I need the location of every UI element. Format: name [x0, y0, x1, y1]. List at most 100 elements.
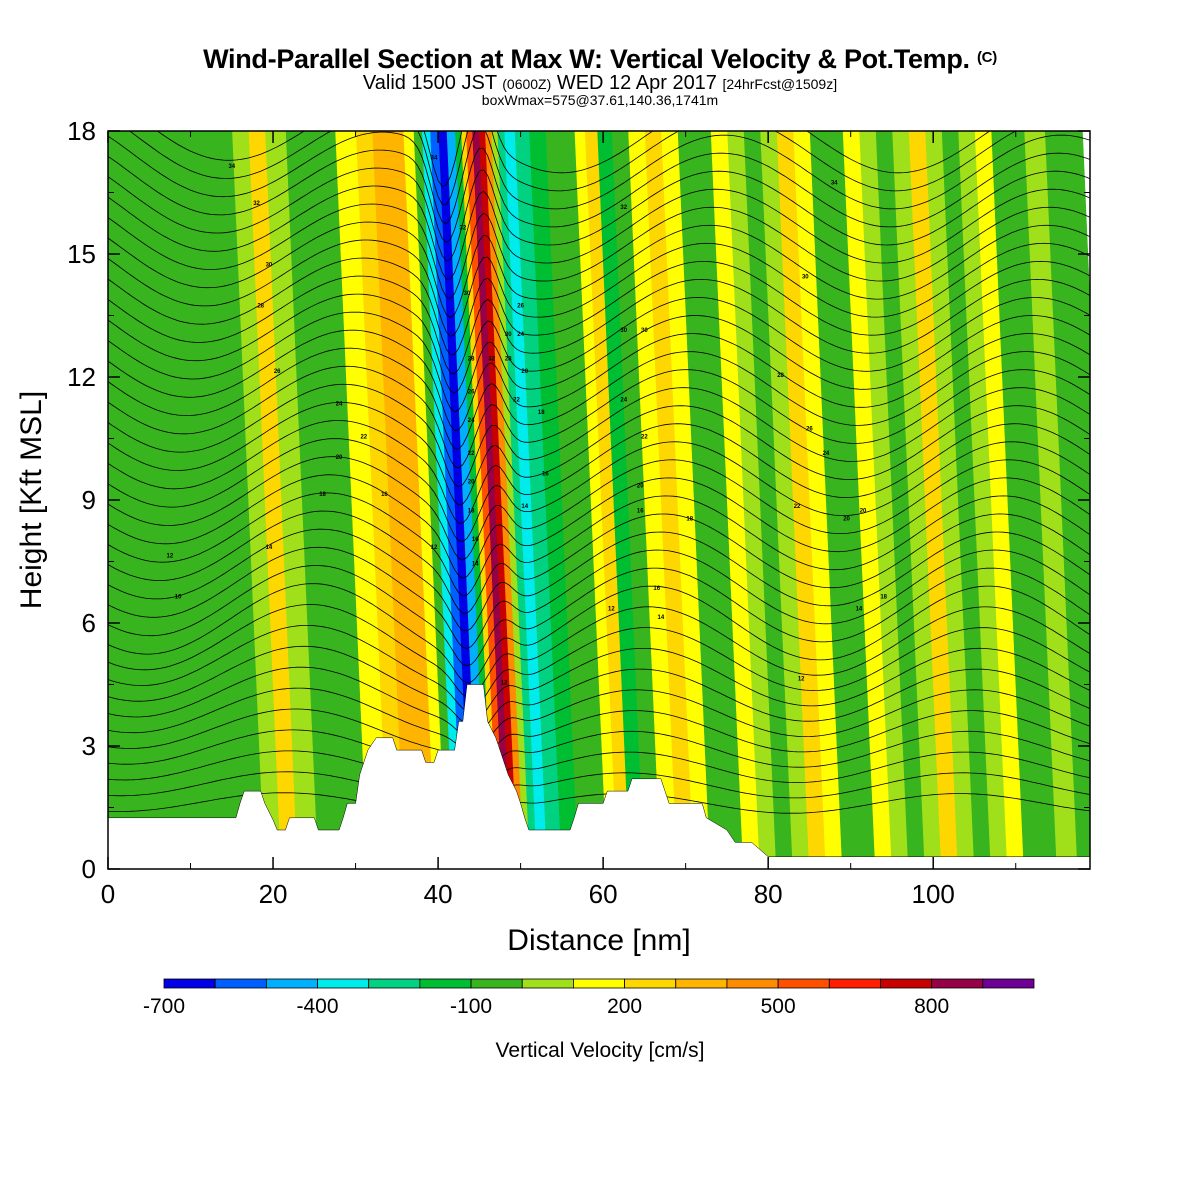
contour-label: 16	[637, 508, 644, 514]
colorbar-swatch	[368, 978, 421, 989]
y-tick-label: 3	[82, 731, 96, 761]
terrain-fill	[108, 684, 1090, 869]
theta-contour-line	[108, 185, 1090, 280]
contour-label: 26	[468, 389, 475, 395]
velocity-band	[310, 131, 369, 869]
theta-contour-line	[108, 438, 1090, 543]
theta-contour-line	[108, 792, 1090, 820]
terrain	[108, 684, 1090, 869]
theta-contour-line	[108, 365, 1090, 469]
contour-label: 28	[468, 357, 475, 363]
contour-labels: 34 32 30 28 26 24 22 20 18 16 14 12 10 12 34 32 30 28 26 24…	[167, 156, 888, 687]
contour-label: 20	[468, 480, 475, 486]
colorbar-swatch	[214, 978, 267, 989]
contour-label: 26	[517, 303, 524, 309]
colorbar: -700 -400 -100 200 500 800	[143, 978, 1035, 1018]
velocity-band	[215, 131, 266, 869]
velocity-band	[859, 131, 909, 869]
colorbar-swatch	[317, 978, 370, 989]
contour-label: 12	[431, 545, 438, 551]
colorbar-swatch	[573, 978, 625, 989]
chart-box-info: boxWmax=575@37.61,140.36,1741m	[481, 92, 719, 108]
colorbar-swatch	[726, 978, 779, 989]
colorbar-swatch	[828, 978, 881, 989]
contour-label: 22	[641, 435, 648, 441]
velocity-band	[584, 131, 631, 869]
contour-label: 30	[464, 291, 471, 297]
theta-contour-line	[108, 645, 1090, 726]
theta-contour-line	[108, 167, 1090, 262]
theta-contour-line	[108, 546, 1090, 649]
colorbar-swatch	[470, 978, 523, 989]
velocity-band	[974, 131, 1025, 869]
velocity-band	[478, 131, 519, 869]
colorbar-title: Vertical Velocity [cm/s]	[496, 1039, 705, 1062]
velocity-band	[611, 131, 662, 869]
velocity-band	[661, 131, 711, 869]
velocity-band	[504, 131, 548, 869]
contour-label: 24	[336, 402, 343, 408]
y-tick-label: 12	[67, 362, 96, 392]
theta-contour-line	[108, 147, 1090, 244]
x-tick-label: 60	[589, 879, 618, 909]
theta-contour-line	[108, 402, 1090, 506]
velocity-band	[826, 131, 876, 869]
velocity-band	[529, 131, 579, 869]
velocity-band	[925, 131, 975, 869]
contour-label: 20	[336, 455, 343, 461]
colorbar-label: -400	[297, 995, 339, 1018]
y-tick-label: 9	[82, 485, 96, 515]
contour-label: 28	[257, 303, 264, 309]
copyright-mark: (C)	[976, 49, 997, 66]
theta-contour-line	[108, 311, 1090, 413]
velocity-band	[727, 131, 777, 869]
velocity-band	[793, 131, 843, 869]
velocity-band	[421, 131, 464, 869]
contour-label: 20	[521, 369, 528, 375]
theta-contour-line	[108, 528, 1090, 632]
y-axis-label: Height [Kft MSL]	[15, 391, 48, 609]
forecast-info: [24hrFcst@1509z]	[722, 76, 838, 92]
contour-label: 24	[468, 418, 475, 424]
velocity-field	[108, 131, 1090, 869]
velocity-band	[157, 131, 224, 869]
velocity-band	[991, 131, 1041, 869]
theta-contour-line	[108, 221, 1090, 319]
velocity-band	[545, 131, 596, 869]
velocity-band	[628, 131, 678, 869]
theta-contour-line	[108, 456, 1090, 561]
velocity-band	[892, 131, 942, 869]
contour-label: 34	[228, 164, 235, 170]
theta-contour-line	[108, 687, 1090, 753]
chart-subtitle: Valid 1500 JST (0600Z) WED 12 Apr 2017 […	[0, 72, 1200, 95]
colorbar-label: -700	[143, 995, 185, 1018]
velocity-band	[335, 131, 389, 869]
velocity-band	[760, 131, 810, 869]
velocity-band	[842, 131, 893, 869]
contour-label: 18	[686, 517, 693, 523]
colorbar-swatch	[265, 978, 318, 989]
velocity-band	[372, 131, 422, 869]
velocity-band	[466, 131, 506, 869]
theta-contour-line	[108, 729, 1090, 780]
contour-label: 30	[505, 332, 512, 338]
theta-contour-line	[108, 771, 1090, 806]
contour-label: 18	[880, 594, 887, 600]
velocity-band	[908, 131, 959, 869]
velocity-band	[108, 131, 154, 869]
velocity-band	[355, 131, 406, 869]
velocity-band	[875, 131, 926, 869]
velocity-band	[514, 131, 563, 869]
colorbar-swatch	[777, 978, 830, 989]
contour-label: 28	[777, 373, 784, 379]
contour-label: 32	[459, 225, 466, 231]
theta-contour-line	[108, 565, 1090, 667]
colorbar-swatch	[163, 978, 216, 989]
x-tick-label: 0	[101, 879, 115, 909]
velocity-band	[497, 131, 538, 869]
colorbar-label: -100	[450, 995, 492, 1018]
valid-utc: (0600Z)	[502, 76, 552, 92]
x-tick-label: 80	[754, 879, 783, 909]
x-tick-label: 20	[259, 879, 288, 909]
colorbar-label: 200	[607, 995, 642, 1018]
